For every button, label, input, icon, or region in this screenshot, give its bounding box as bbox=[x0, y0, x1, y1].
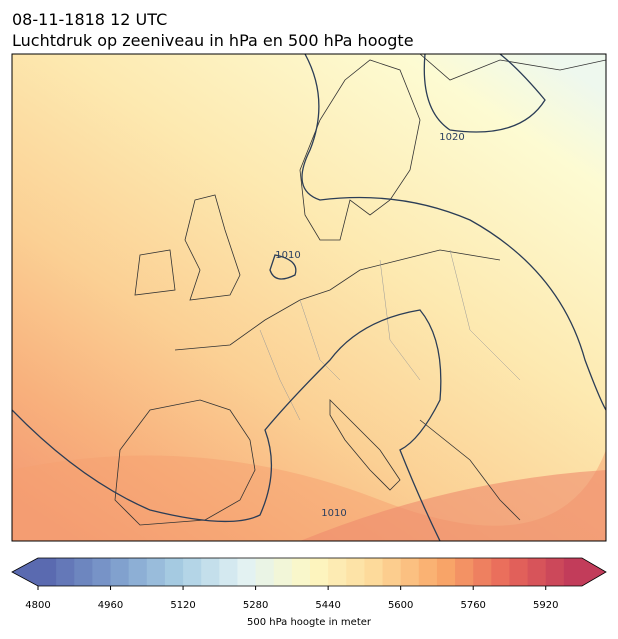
colorbar-segment bbox=[418, 558, 438, 586]
colorbar-segment bbox=[310, 558, 329, 586]
colorbar-segment bbox=[364, 558, 384, 586]
colorbar-segment bbox=[545, 558, 565, 586]
colorbar-segment bbox=[436, 558, 456, 586]
colorbar-segment bbox=[146, 558, 166, 586]
colorbar-segment bbox=[455, 558, 474, 586]
colorbar-extend bbox=[12, 558, 38, 586]
colorbar-segment bbox=[563, 558, 583, 586]
map: 1020 1010 1010 bbox=[12, 54, 606, 541]
colorbar-tick-label: 5120 bbox=[170, 600, 195, 611]
colorbar-tick-label: 5600 bbox=[388, 600, 413, 611]
colorbar-tick-label: 4800 bbox=[25, 600, 50, 611]
subtitle: Luchtdruk op zeeniveau in hPa en 500 hPa… bbox=[12, 31, 414, 50]
colorbar-segment bbox=[273, 558, 293, 586]
colorbar-tick-label: 4960 bbox=[98, 600, 123, 611]
colorbar-tick-label: 5280 bbox=[243, 600, 268, 611]
colorbar-tick-label: 5920 bbox=[533, 600, 558, 611]
colorbar-segment bbox=[56, 558, 75, 586]
colorbar-segment bbox=[219, 558, 238, 586]
colorbar-segment bbox=[164, 558, 184, 586]
colorbar-segment bbox=[128, 558, 148, 586]
colorbar-segment bbox=[74, 558, 93, 586]
colorbar-segment bbox=[491, 558, 510, 586]
colorbar-outline bbox=[11, 557, 607, 587]
contour-label: 1010 bbox=[275, 250, 300, 261]
colorbar-segment bbox=[509, 558, 529, 586]
colorbar-segment bbox=[183, 558, 202, 586]
title: 08-11-1818 12 UTC bbox=[12, 10, 167, 29]
contour-label: 1010 bbox=[321, 508, 346, 519]
colorbar-segment bbox=[346, 558, 365, 586]
colorbar-segment bbox=[255, 558, 275, 586]
colorbar-segment bbox=[38, 558, 57, 586]
colorbar-segment bbox=[473, 558, 492, 586]
colorbar-segment bbox=[110, 558, 130, 586]
colorbar-segment bbox=[400, 558, 420, 586]
colorbar-tick-label: 5440 bbox=[315, 600, 340, 611]
colorbar-segment bbox=[328, 558, 347, 586]
colorbar-segment bbox=[382, 558, 402, 586]
colorbar-segment bbox=[237, 558, 257, 586]
colorbar-segment bbox=[527, 558, 547, 586]
colorbar-segment bbox=[291, 558, 311, 586]
map-frame bbox=[11, 53, 607, 542]
colorbar-segment bbox=[92, 558, 112, 586]
contour-label: 1020 bbox=[439, 132, 464, 143]
colorbar: 4800 4960 5120 5280 5440 5600 5760 5920 bbox=[11, 557, 607, 611]
colorbar-label: 500 hPa hoogte in meter bbox=[247, 617, 372, 628]
colorbar-segment bbox=[201, 558, 220, 586]
colorbar-extend bbox=[582, 558, 606, 586]
colorbar-tick-label: 5760 bbox=[460, 600, 485, 611]
